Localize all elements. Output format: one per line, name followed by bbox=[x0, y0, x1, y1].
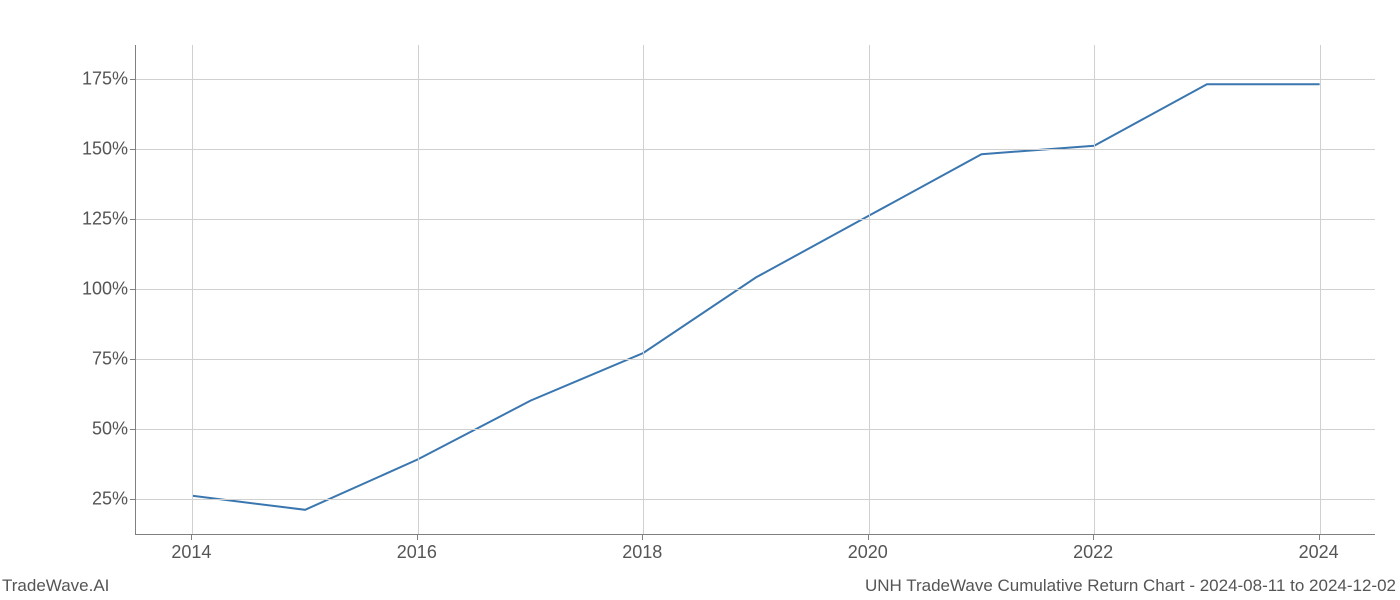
grid-line-horizontal bbox=[136, 79, 1375, 80]
x-tick-mark bbox=[1093, 535, 1094, 540]
x-tick-mark bbox=[417, 535, 418, 540]
footer-left-label: TradeWave.AI bbox=[2, 576, 109, 596]
grid-line-horizontal bbox=[136, 149, 1375, 150]
x-tick-label: 2014 bbox=[171, 542, 211, 563]
grid-line-horizontal bbox=[136, 499, 1375, 500]
plot-area bbox=[135, 45, 1375, 535]
y-tick-label: 125% bbox=[68, 208, 128, 229]
grid-line-horizontal bbox=[136, 289, 1375, 290]
y-tick-label: 50% bbox=[68, 418, 128, 439]
y-tick-mark bbox=[130, 289, 135, 290]
y-tick-label: 25% bbox=[68, 488, 128, 509]
y-tick-label: 150% bbox=[68, 138, 128, 159]
x-tick-label: 2022 bbox=[1073, 542, 1113, 563]
y-tick-mark bbox=[130, 429, 135, 430]
x-tick-mark bbox=[191, 535, 192, 540]
x-tick-label: 2018 bbox=[622, 542, 662, 563]
y-tick-label: 100% bbox=[68, 278, 128, 299]
chart-container: 2014 2016 2018 2020 2022 2024 25% 50% 75% 100% 125… bbox=[0, 0, 1400, 600]
x-tick-label: 2024 bbox=[1299, 542, 1339, 563]
y-tick-label: 175% bbox=[68, 68, 128, 89]
y-tick-mark bbox=[130, 499, 135, 500]
grid-line-horizontal bbox=[136, 359, 1375, 360]
x-tick-mark bbox=[868, 535, 869, 540]
x-tick-label: 2016 bbox=[397, 542, 437, 563]
x-tick-label: 2020 bbox=[848, 542, 888, 563]
y-tick-mark bbox=[130, 149, 135, 150]
footer-right-label: UNH TradeWave Cumulative Return Chart - … bbox=[865, 576, 1396, 596]
grid-line-horizontal bbox=[136, 429, 1375, 430]
x-tick-mark bbox=[1319, 535, 1320, 540]
y-tick-label: 75% bbox=[68, 348, 128, 369]
grid-line-horizontal bbox=[136, 219, 1375, 220]
y-tick-mark bbox=[130, 359, 135, 360]
y-tick-mark bbox=[130, 219, 135, 220]
x-tick-mark bbox=[642, 535, 643, 540]
y-tick-mark bbox=[130, 79, 135, 80]
